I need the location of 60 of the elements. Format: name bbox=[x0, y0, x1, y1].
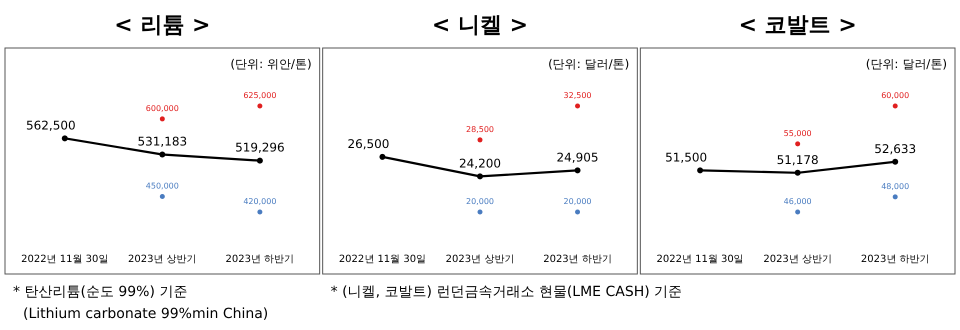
data-label: 450,000 bbox=[146, 181, 179, 190]
chart-title: < 코발트 > bbox=[738, 13, 857, 38]
data-label: 28,500 bbox=[466, 124, 494, 134]
data-label: 519,296 bbox=[235, 140, 285, 155]
chart-title: < 리튬 > bbox=[114, 13, 210, 38]
x-tick-label: 2022년 11월 30일 bbox=[338, 254, 426, 265]
chart-subtitle: (단위: 달러/톤) bbox=[866, 57, 947, 71]
point bbox=[257, 210, 262, 214]
data-label: 60,000 bbox=[881, 91, 910, 100]
data-label: 600,000 bbox=[146, 104, 179, 113]
data-label: 51,178 bbox=[776, 152, 819, 167]
text: * (니켈, 코발트) 런던금속거래소 현물(LME CASH) 기준 bbox=[330, 284, 682, 300]
point bbox=[160, 116, 165, 122]
x-tick-label: 2023년 상반기 bbox=[763, 254, 832, 265]
data-label: 46,000 bbox=[784, 197, 812, 206]
point bbox=[794, 170, 801, 176]
point bbox=[257, 104, 262, 108]
point bbox=[62, 135, 68, 142]
data-label: 420,000 bbox=[243, 197, 276, 206]
x-tick-label: 2022년 11월 30일 bbox=[656, 254, 744, 265]
point bbox=[892, 194, 898, 200]
x-tick-label: 2023년 하반기 bbox=[860, 254, 930, 265]
x-tick-label: 2022년 11월 30일 bbox=[21, 254, 108, 265]
text: * 탄산리튬(순도 99%) 기준 bbox=[13, 284, 188, 300]
point bbox=[478, 210, 482, 214]
x-tick-label: 2023년 하반기 bbox=[226, 254, 294, 265]
point bbox=[477, 173, 483, 180]
data-label: 32,500 bbox=[564, 91, 592, 100]
point bbox=[697, 167, 704, 174]
data-label: 24,200 bbox=[459, 156, 501, 170]
point bbox=[795, 141, 800, 146]
point bbox=[575, 210, 580, 214]
point bbox=[795, 210, 800, 214]
point bbox=[256, 158, 263, 164]
point bbox=[478, 137, 482, 142]
point bbox=[379, 154, 386, 160]
point bbox=[160, 194, 165, 199]
data-label: 20,000 bbox=[564, 197, 592, 206]
point bbox=[575, 104, 580, 108]
data-label: 625,000 bbox=[243, 91, 276, 100]
point bbox=[574, 167, 581, 174]
x-tick-label: 2023년 상반기 bbox=[128, 254, 197, 265]
point bbox=[892, 158, 898, 165]
data-label: 48,000 bbox=[881, 182, 910, 191]
text: (Lithium carbonate 99%min China) bbox=[23, 306, 268, 322]
chart-subtitle: (단위: 달러/톤) bbox=[548, 57, 630, 71]
data-label: 26,500 bbox=[347, 136, 390, 151]
data-label: 562,500 bbox=[26, 118, 76, 132]
data-label: 24,905 bbox=[556, 150, 599, 164]
data-label: 20,000 bbox=[466, 197, 494, 206]
chart-title: < 니켈 > bbox=[432, 13, 528, 38]
point bbox=[892, 104, 898, 108]
x-tick-label: 2023년 하반기 bbox=[543, 254, 612, 265]
chart-subtitle: (단위: 위안/톤) bbox=[230, 57, 312, 71]
data-label: 55,000 bbox=[784, 128, 812, 138]
data-label: 52,633 bbox=[874, 142, 916, 156]
x-tick-label: 2023년 상반기 bbox=[446, 254, 514, 265]
data-label: 531,183 bbox=[138, 134, 188, 149]
point bbox=[159, 152, 166, 158]
data-label: 51,500 bbox=[665, 150, 708, 164]
